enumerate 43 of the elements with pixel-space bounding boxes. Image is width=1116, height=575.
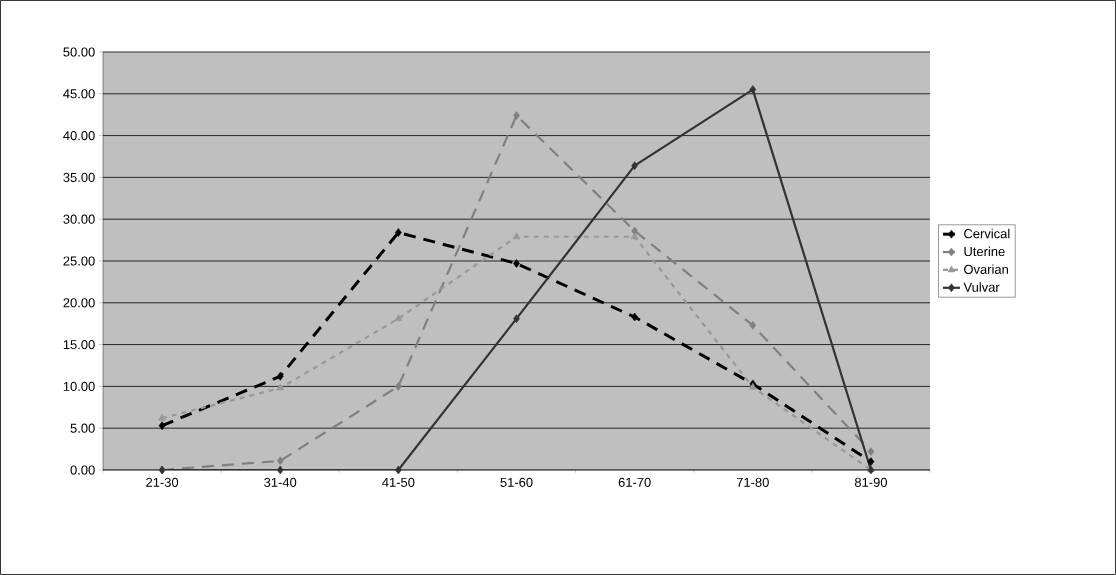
y-tick-label: 20.00 [63, 298, 95, 308]
x-tick-label: 51-60 [500, 477, 533, 487]
legend-label: Uterine [964, 246, 1005, 257]
point [749, 85, 757, 94]
y-tick-label: 40.00 [63, 131, 95, 141]
point [158, 421, 166, 430]
x-tick-label: 21-30 [146, 477, 179, 487]
y-tick-label: 45.00 [63, 89, 95, 99]
x-tick-label: 71-80 [736, 477, 769, 487]
y-tick-label: 5.00 [70, 423, 95, 433]
point [867, 457, 875, 466]
y-tick-label: 25.00 [63, 256, 95, 266]
point [395, 228, 402, 237]
point [276, 383, 284, 391]
legend-label: Ovarian [964, 264, 1008, 274]
point [394, 314, 403, 321]
y-tick-label: 35.00 [63, 172, 95, 182]
point [513, 259, 520, 268]
point [395, 465, 402, 475]
y-tick-label: 30.00 [63, 214, 95, 224]
point [867, 447, 875, 456]
point [276, 372, 284, 381]
point [749, 321, 757, 330]
y-tick-label: 10.00 [63, 381, 95, 391]
y-tick-label: 0.00 [70, 465, 95, 475]
point [513, 314, 520, 323]
legend-label: Cervical [964, 228, 1010, 239]
point [395, 382, 402, 391]
point [631, 161, 638, 170]
legend-label: Vulvar [963, 282, 1000, 292]
point [276, 456, 284, 466]
point [631, 312, 638, 322]
point [512, 232, 521, 240]
point [630, 232, 639, 240]
x-tick-label: 41-50 [382, 477, 415, 487]
point [513, 111, 520, 120]
x-tick-label: 31-40 [264, 477, 297, 487]
y-tick-label: 15.00 [63, 340, 95, 350]
y-tick-label: 50.00 [63, 47, 95, 57]
x-tick-label: 81-90 [854, 477, 887, 487]
x-tick-label: 61-70 [618, 477, 651, 487]
point [158, 413, 166, 421]
point [276, 465, 284, 475]
